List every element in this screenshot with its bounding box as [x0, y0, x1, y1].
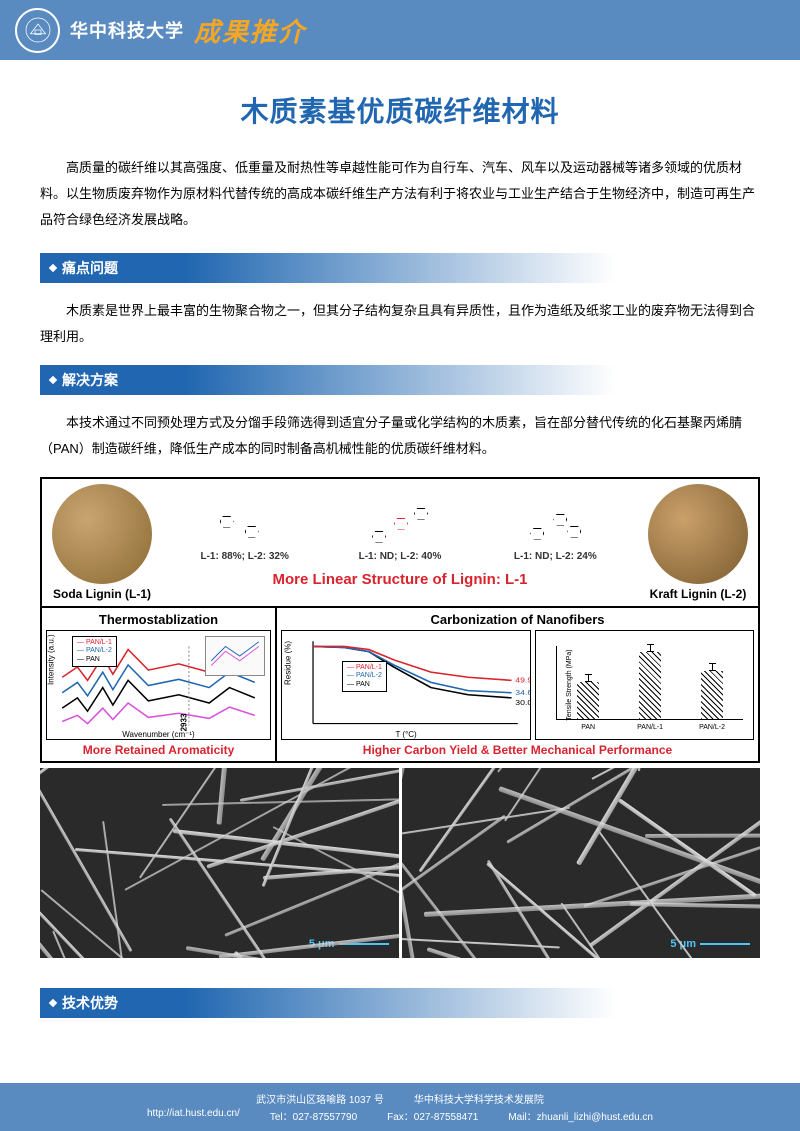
bar-PAN/L-1: PAN/L-1: [639, 652, 661, 719]
residue-legend: — PAN/L-1 — PAN/L-2 — PAN: [342, 661, 387, 692]
pain-text: 木质素是世界上最丰富的生物聚合物之一，但其分子结构复杂且具有异质性，且作为造纸及…: [40, 298, 760, 350]
footer-fax: Fax：027-87558471: [387, 1108, 478, 1123]
carb-caption: Higher Carbon Yield & Better Mechanical …: [281, 743, 754, 757]
sem-image-2: 5 μm: [402, 768, 761, 958]
svg-text:49.9%: 49.9%: [515, 676, 530, 684]
soda-lignin-label: Soda Lignin (L-1): [47, 587, 157, 601]
header-bar: 华中科技大学 成果推介: [0, 0, 800, 60]
soda-lignin-sample: [52, 484, 152, 584]
footer-website: http://iat.hust.edu.cn/: [147, 1108, 240, 1123]
chem-mol-1: L-1: 88%; L-2: 32%: [175, 492, 315, 562]
kraft-lignin-label: Kraft Lignin (L-2): [643, 587, 753, 601]
page-title: 木质素基优质碳纤维材料: [40, 90, 760, 130]
solution-text: 本技术通过不同预处理方式及分馏手段筛选得到适宜分子量或化学结构的木质素，旨在部分…: [40, 410, 760, 462]
diamond-icon: [49, 264, 57, 272]
footer-org: 华中科技大学科学技术发展院: [414, 1091, 544, 1106]
bar-PAN/L-2: PAN/L-2: [701, 671, 723, 718]
footer: 武汉市洪山区珞喻路 1037 号 华中科技大学科学技术发展院 http://ia…: [0, 1083, 800, 1131]
university-logo: [15, 8, 60, 53]
figure-row-1: Soda Lignin (L-1) L-1: 88%; L-2: 32% L-1…: [42, 479, 758, 608]
residue-chart: 49.9% 34.6% 30.0% — PAN/L-1 — PAN/L-2 — …: [281, 630, 531, 740]
peak-label: 2933: [179, 714, 188, 732]
figure-row-2: Thermostablization — PAN/L-1 — PAN/L-2 —…: [42, 608, 758, 761]
bar-ylabel: Tensile Strength (MPa): [566, 649, 573, 720]
thermo-inset: [205, 636, 265, 676]
kraft-lignin-box: Kraft Lignin (L-2): [638, 479, 758, 606]
intro-paragraph: 高质量的碳纤维以其高强度、低重量及耐热性等卓越性能可作为自行车、汽车、风车以及运…: [40, 155, 760, 233]
section-pain-header: 痛点问题: [40, 253, 760, 283]
thermo-title: Thermostablization: [46, 612, 271, 627]
tensile-bar-chart: Tensile Strength (MPa) PAN PAN/L-1 PAN/L-2: [535, 630, 754, 740]
section-advantage-header: 技术优势: [40, 988, 760, 1018]
section-solution-title: 解决方案: [62, 370, 118, 390]
content-area: 木质素基优质碳纤维材料 高质量的碳纤维以其高强度、低重量及耐热性等卓越性能可作为…: [0, 90, 800, 1018]
chem-mol-2: L-1: ND; L-2: 40%: [330, 492, 470, 562]
thermo-legend: — PAN/L-1 — PAN/L-2 — PAN: [72, 636, 117, 667]
thermo-chart: — PAN/L-1 — PAN/L-2 — PAN 2933 Wavenumbe…: [46, 630, 271, 740]
svg-text:30.0%: 30.0%: [515, 699, 530, 707]
footer-address: 武汉市洪山区珞喻路 1037 号: [256, 1091, 384, 1106]
footer-mail: Mail：zhuanli_lizhi@hust.edu.cn: [508, 1108, 653, 1123]
thermo-ylabel: Intensity (a.u.): [47, 634, 56, 685]
figure-panel: Soda Lignin (L-1) L-1: 88%; L-2: 32% L-1…: [40, 477, 760, 763]
chem-mol-3: L-1: ND; L-2: 24%: [485, 492, 625, 562]
thermo-caption: More Retained Aromaticity: [46, 743, 271, 757]
bar-PAN: PAN: [577, 682, 599, 718]
carb-title: Carbonization of Nanofibers: [281, 612, 754, 627]
residue-xlabel: T (°C): [395, 730, 416, 739]
carb-panel: Carbonization of Nanofibers 49.9% 34.6% …: [277, 608, 758, 761]
svg-text:34.6%: 34.6%: [515, 688, 530, 696]
residue-ylabel: Residue (%): [284, 641, 293, 685]
kraft-lignin-sample: [648, 484, 748, 584]
diamond-icon: [49, 999, 57, 1007]
thermo-panel: Thermostablization — PAN/L-1 — PAN/L-2 —…: [42, 608, 277, 761]
sem-image-1: 5 μm: [40, 768, 399, 958]
soda-lignin-box: Soda Lignin (L-1): [42, 479, 162, 606]
university-name: 华中科技大学: [70, 17, 184, 43]
linear-structure-title: More Linear Structure of Lignin: L-1: [167, 571, 633, 588]
thermo-xlabel: Wavenumber (cm⁻¹): [122, 730, 194, 739]
sem-row: 5 μm 5 μm: [40, 768, 760, 958]
chemical-structures: L-1: 88%; L-2: 32% L-1: ND; L-2: 40% L-1…: [162, 479, 638, 606]
header-suffix: 成果推介: [194, 12, 306, 49]
diamond-icon: [49, 376, 57, 384]
section-pain-title: 痛点问题: [62, 258, 118, 278]
footer-tel: Tel：027-87557790: [270, 1108, 357, 1123]
section-solution-header: 解决方案: [40, 365, 760, 395]
section-advantage-title: 技术优势: [62, 993, 118, 1013]
